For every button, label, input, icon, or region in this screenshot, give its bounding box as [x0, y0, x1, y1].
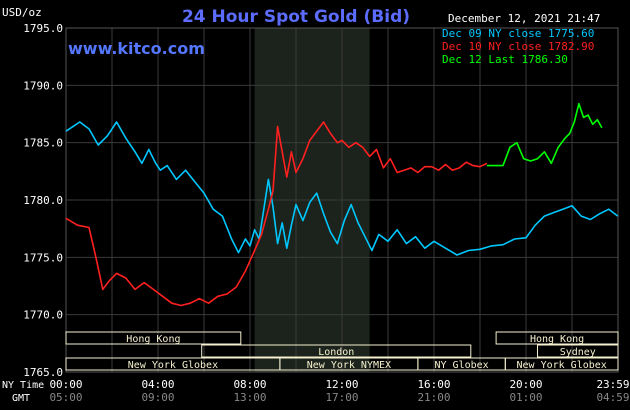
session-box — [504, 357, 619, 371]
y-tick-label: 1780.0 — [23, 194, 63, 207]
x-tick-ny: 08:00 — [233, 378, 266, 391]
y-tick-label: 1785.0 — [23, 137, 63, 150]
session-box — [65, 331, 242, 345]
timestamp: December 12, 2021 21:47 — [448, 12, 600, 25]
x-tick-ny: 12:00 — [325, 378, 358, 391]
legend-dec10: Dec 10 NY close 1782.90 — [442, 40, 594, 53]
session-bar: Sydney — [537, 344, 619, 358]
session-box — [495, 331, 619, 345]
session-bar: Hong Kong — [65, 331, 242, 345]
session-label: NY Globex — [435, 360, 489, 371]
x-tick-gmt: 09:00 — [141, 391, 174, 404]
series-line-dec-10 — [65, 121, 488, 307]
chart-title: 24 Hour Spot Gold (Bid) — [182, 7, 410, 27]
nytime-axis-label: NY Time — [2, 380, 44, 391]
x-tick-ny: 00:00 — [49, 378, 82, 391]
session-label: London — [318, 347, 354, 358]
price-series — [65, 102, 619, 307]
y-tick-label: 1765.0 — [23, 366, 63, 379]
session-bar: London — [201, 344, 472, 358]
unit-label: USD/oz — [2, 6, 42, 19]
plot-frame — [65, 27, 619, 373]
x-tick-ny: 16:00 — [417, 378, 450, 391]
site-watermark: www.kitco.com — [68, 39, 205, 58]
x-tick-gmt: 21:00 — [417, 391, 450, 404]
y-tick-label: 1795.0 — [23, 22, 63, 35]
session-label: Hong Kong — [126, 334, 180, 345]
session-label: Hong Kong — [530, 334, 584, 345]
x-tick-ny: 04:00 — [141, 378, 174, 391]
x-tick-ny: 20:00 — [509, 378, 542, 391]
grid-lines — [65, 27, 619, 373]
x-tick-gmt: 17:00 — [325, 391, 358, 404]
x-axis-labels: 00:00 04:00 08:00 12:00 16:00 20:00 23:59 05:00… — [49, 378, 629, 404]
x-tick-gmt: 01:00 — [509, 391, 542, 404]
series-line-dec-09 — [65, 121, 619, 256]
y-axis-labels: 1795.0 1790.0 1785.0 1780.0 1775.0 1770.0 1765… — [23, 22, 63, 379]
x-tick-gmt: 13:00 — [233, 391, 266, 404]
x-tick-gmt: 05:00 — [49, 391, 82, 404]
session-bar: New York Globex — [504, 357, 619, 371]
legend-dec12: Dec 12 Last 1786.30 — [442, 53, 568, 66]
x-tick-ny: 23:59 — [596, 378, 629, 391]
y-tick-label: 1770.0 — [23, 309, 63, 322]
legend: Dec 09 NY close 1775.60 Dec 10 NY close … — [442, 27, 594, 66]
session-bar: Hong Kong — [495, 331, 619, 345]
session-label: Sydney — [560, 347, 596, 358]
trading-sessions: Hong Kong Hong Kong London Sydney New York G… — [65, 331, 619, 371]
session-label: New York Globex — [128, 360, 218, 371]
x-tick-gmt: 04:59 — [596, 391, 629, 404]
y-tick-label: 1790.0 — [23, 79, 63, 92]
series-line-dec-12 — [486, 102, 603, 167]
y-tick-label: 1775.0 — [23, 251, 63, 264]
session-label: New York NYMEX — [307, 360, 391, 371]
legend-dec09: Dec 09 NY close 1775.60 — [442, 27, 594, 40]
gmt-axis-label: GMT — [12, 393, 30, 404]
session-box — [537, 344, 619, 358]
session-label: New York Globex — [516, 360, 606, 371]
session-box — [201, 344, 472, 358]
